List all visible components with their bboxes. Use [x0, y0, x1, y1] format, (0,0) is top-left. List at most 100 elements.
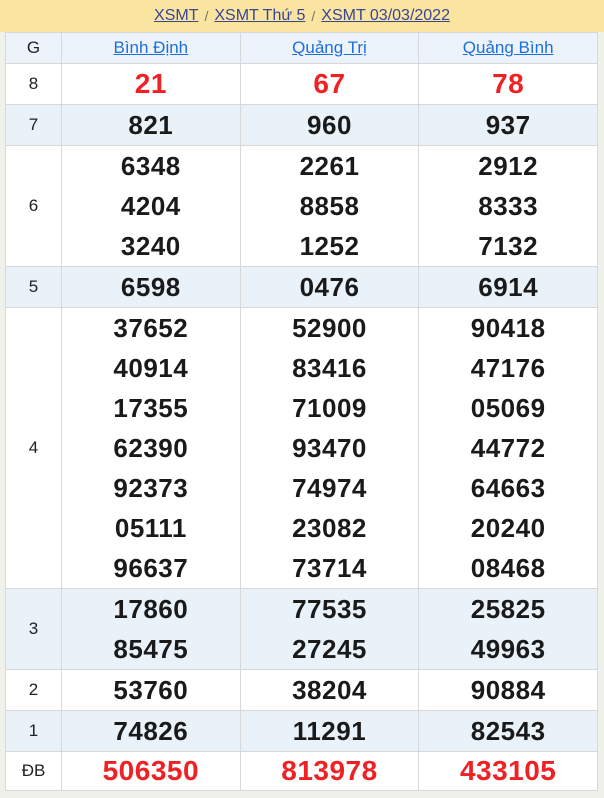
- result-number: 20240: [470, 513, 546, 543]
- result-cell: 25825 49963: [418, 588, 598, 670]
- prize-label: ĐB: [5, 751, 62, 791]
- column-header-cell: Quảng Trị: [239, 32, 420, 64]
- result-number: 83416: [292, 353, 367, 383]
- column-header-binh-dinh[interactable]: Bình Định: [113, 38, 189, 57]
- result-number: 38204: [292, 675, 367, 705]
- result-number: 37652: [113, 313, 189, 343]
- prize-label: 7: [5, 104, 62, 146]
- result-cell: 813978: [239, 751, 420, 791]
- result-cell: 937: [418, 104, 598, 146]
- result-number: 67: [313, 68, 346, 99]
- result-number: 821: [128, 110, 174, 140]
- table-row: 1 74826 11291 82543: [5, 710, 598, 752]
- column-header-quang-tri[interactable]: Quảng Trị: [292, 38, 367, 57]
- result-number: 93470: [292, 433, 367, 463]
- result-cell: 11291: [239, 710, 420, 752]
- column-header-quang-binh[interactable]: Quảng Bình: [462, 38, 554, 57]
- results-body: 8 21 67 78 7 821 960 937 6 6348 4204 3240 2261 8858 12…: [5, 63, 598, 791]
- result-number: 90884: [470, 675, 546, 705]
- prize-label: 5: [5, 266, 62, 308]
- result-number: 53760: [113, 675, 189, 705]
- result-number: 47176: [470, 353, 546, 383]
- result-number: 937: [485, 110, 531, 140]
- result-number: 506350: [102, 755, 200, 786]
- result-number: 96637: [113, 553, 189, 583]
- result-cell: 17860 85475: [61, 588, 241, 670]
- result-number: 0476: [299, 272, 360, 302]
- result-number: 73714: [292, 553, 367, 583]
- result-number: 85475: [113, 634, 189, 664]
- result-cell: 90884: [418, 669, 598, 711]
- table-row: 8 21 67 78: [5, 63, 598, 105]
- result-number: 2261: [299, 151, 360, 181]
- prize-label: 2: [5, 669, 62, 711]
- result-cell: 74826: [61, 710, 241, 752]
- result-cell: 78: [418, 63, 598, 105]
- header-row: G Bình Định Quảng Trị Quảng Bình: [5, 32, 598, 64]
- result-number: 82543: [470, 716, 546, 746]
- result-number: 05069: [470, 393, 546, 423]
- result-cell: 67: [239, 63, 420, 105]
- result-cell: 433105: [418, 751, 598, 791]
- result-number: 62390: [113, 433, 189, 463]
- column-header-cell: Bình Định: [61, 32, 241, 64]
- result-cell: 37652 40914 17355 62390 92373 05111 96637: [61, 307, 241, 589]
- result-cell: 2261 8858 1252: [239, 145, 420, 267]
- result-number: 2912: [478, 151, 539, 181]
- prize-label: 1: [5, 710, 62, 752]
- result-number: 433105: [459, 755, 557, 786]
- result-cell: 21: [61, 63, 241, 105]
- result-cell: 82543: [418, 710, 598, 752]
- result-number: 74974: [292, 473, 367, 503]
- result-number: 05111: [114, 513, 187, 543]
- result-number: 4204: [120, 191, 181, 221]
- prize-label: 6: [5, 145, 62, 267]
- result-number: 40914: [113, 353, 189, 383]
- prize-column-header: G: [5, 32, 62, 64]
- table-row: 4 37652 40914 17355 62390 92373 05111 96637 5290…: [5, 307, 598, 589]
- table-row: 3 17860 85475 77535 27245 25825 49963: [5, 588, 598, 670]
- result-number: 25825: [470, 594, 546, 624]
- breadcrumb-link-xsmt-date[interactable]: XSMT 03/03/2022: [321, 7, 450, 24]
- table-row: 2 53760 38204 90884: [5, 669, 598, 711]
- result-number: 17860: [113, 594, 189, 624]
- result-cell: 77535 27245: [239, 588, 420, 670]
- result-number: 7132: [478, 231, 539, 261]
- result-number: 27245: [292, 634, 367, 664]
- result-number: 92373: [113, 473, 189, 503]
- result-cell: 52900 83416 71009 93470 74974 23082 73714: [239, 307, 420, 589]
- result-number: 813978: [281, 755, 378, 786]
- result-cell: 53760: [61, 669, 241, 711]
- result-cell: 2912 8333 7132: [418, 145, 598, 267]
- breadcrumb-link-xsmt[interactable]: XSMT: [154, 7, 199, 24]
- breadcrumb-separator: /: [204, 8, 209, 24]
- result-cell: 6914: [418, 266, 598, 308]
- result-number: 64663: [470, 473, 546, 503]
- result-number: 23082: [292, 513, 367, 543]
- table-row: 7 821 960 937: [5, 104, 598, 146]
- result-number: 49963: [470, 634, 546, 664]
- result-number: 77535: [292, 594, 367, 624]
- result-number: 1252: [299, 231, 360, 261]
- result-number: 44772: [470, 433, 546, 463]
- result-cell: 6348 4204 3240: [61, 145, 241, 267]
- breadcrumb-separator: /: [311, 8, 316, 24]
- table-row: 5 6598 0476 6914: [5, 266, 598, 308]
- result-number: 17355: [113, 393, 189, 423]
- result-number: 6598: [120, 272, 181, 302]
- result-number: 90418: [470, 313, 546, 343]
- breadcrumb-link-xsmt-thu-5[interactable]: XSMT Thứ 5: [214, 7, 306, 24]
- prize-label: 8: [5, 63, 62, 105]
- results-table-container: G Bình Định Quảng Trị Quảng Bình 8 21 67 78…: [5, 32, 598, 791]
- breadcrumb: XSMT / XSMT Thứ 5 / XSMT 03/03/2022: [154, 7, 450, 25]
- result-number: 08468: [470, 553, 546, 583]
- result-number: 74826: [113, 716, 189, 746]
- prize-label: 3: [5, 588, 62, 670]
- result-cell: 821: [61, 104, 241, 146]
- prize-label: 4: [5, 307, 62, 589]
- result-cell: 0476: [239, 266, 420, 308]
- table-row: 6 6348 4204 3240 2261 8858 1252 2912 8333 7132: [5, 145, 598, 267]
- breadcrumb-bar: XSMT / XSMT Thứ 5 / XSMT 03/03/2022: [0, 0, 604, 32]
- results-table: G Bình Định Quảng Trị Quảng Bình 8 21 67 78…: [5, 32, 598, 791]
- result-cell: 506350: [61, 751, 241, 791]
